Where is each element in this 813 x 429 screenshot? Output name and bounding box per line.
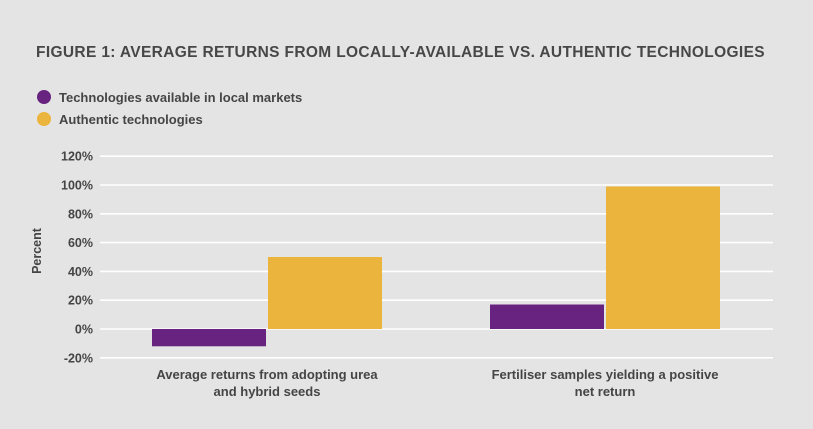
y-tick-label: 20% [68,294,93,308]
legend-swatch-authentic [37,112,51,126]
y-tick-label: 120% [61,150,93,164]
legend-label-local: Technologies available in local markets [59,89,303,105]
legend: Technologies available in local markets … [37,86,302,130]
legend-swatch-local [37,90,51,104]
y-axis-label: Percent [30,227,44,274]
y-tick-label: 80% [68,207,93,221]
legend-item-local: Technologies available in local markets [37,86,302,108]
y-tick-label: 60% [68,236,93,250]
y-tick-label: 0% [75,323,93,337]
y-tick-label: 100% [61,179,93,193]
bar-authentic [606,186,720,329]
bar-local [152,329,266,347]
bar-authentic [268,257,382,329]
y-tick-label: -20% [64,351,93,365]
legend-item-authentic: Authentic technologies [37,108,302,130]
bar-local [490,304,604,329]
y-tick-label: 40% [68,265,93,279]
legend-label-authentic: Authentic technologies [59,111,203,127]
chart-title: FIGURE 1: AVERAGE RETURNS FROM LOCALLY-A… [36,44,765,61]
x-category-label: Fertiliser samples yielding a positive ne… [492,367,719,399]
x-category-label: Average returns from adopting urea and hy… [156,367,378,399]
